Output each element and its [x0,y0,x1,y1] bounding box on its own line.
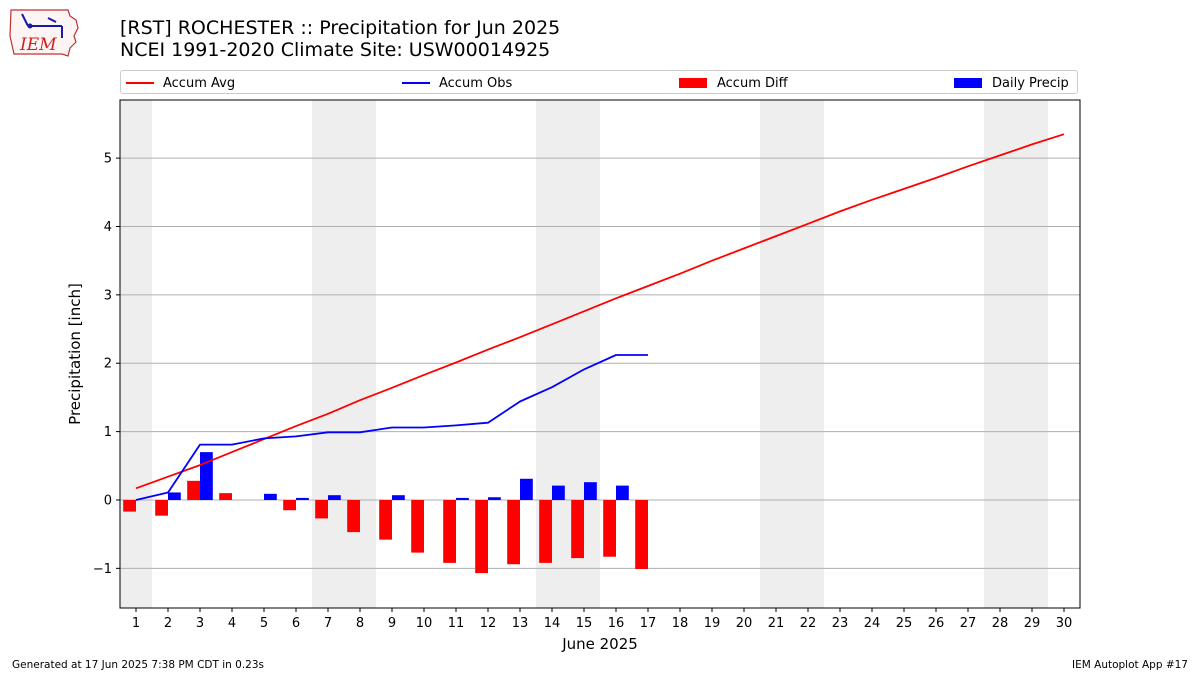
x-tick-label: 12 [480,616,497,631]
x-tick-label: 21 [768,616,785,631]
chart-legend: Accum Avg Accum Obs Accum Diff Daily Pre… [120,70,1078,94]
logo-text: IEM [19,35,57,55]
x-tick-label: 13 [512,616,529,631]
daily-precip-bar-16 [616,485,629,500]
weekend-band-29 [1016,100,1048,608]
iowa-outline-icon [9,9,79,57]
iem-logo: IEM [9,9,79,57]
x-tick-label: 26 [928,616,945,631]
x-tick-label: 25 [896,616,913,631]
daily-precip-bar-11 [456,497,469,500]
accum-diff-bar-9 [379,499,392,540]
accum-diff-bar-14 [539,499,552,563]
daily-precip-bar-5 [264,493,277,500]
legend-label-daily-precip: Daily Precip [992,75,1069,91]
y-tick-label: 3 [104,288,112,303]
daily-precip-bar-15 [584,482,597,500]
x-tick-label: 1 [132,616,140,631]
legend-swatch-accum-diff [679,78,707,88]
x-tick-label: 2 [164,616,172,631]
accum-diff-bar-3 [187,480,200,500]
accum-diff-bar-10 [411,499,424,553]
y-tick-label: 4 [104,220,112,235]
accum-diff-bar-13 [507,499,520,565]
daily-precip-bar-13 [520,478,533,500]
x-tick-label: 9 [388,616,396,631]
accum-diff-bar-4 [219,493,232,500]
accum-diff-bar-1 [123,499,136,512]
y-tick-label: 2 [104,357,112,372]
accum-diff-bar-12 [475,499,488,574]
x-tick-label: 20 [736,616,753,631]
weekend-band-22 [792,100,824,608]
x-tick-label: 16 [608,616,625,631]
x-tick-label: 7 [324,616,332,631]
accum-diff-bar-15 [571,499,584,559]
weekend-band-28 [984,100,1016,608]
x-tick-label: 27 [960,616,977,631]
x-tick-label: 11 [448,616,465,631]
legend-item-accum-diff: Accum Diff [679,74,788,92]
accum-obs-line [135,354,648,501]
x-tick-label: 24 [864,616,881,631]
app-credit: IEM Autoplot App #17 [1072,659,1188,671]
x-tick-label: 3 [196,616,204,631]
legend-item-daily-precip: Daily Precip [954,74,1069,92]
legend-item-accum-obs: Accum Obs [402,74,512,92]
plot-area [120,100,1080,608]
daily-precip-bar-14 [552,485,565,500]
accum-diff-bar-16 [603,499,616,557]
legend-swatch-daily-precip [954,78,982,88]
legend-label-accum-diff: Accum Diff [717,75,788,91]
legend-swatch-accum-obs [402,82,430,84]
accum-diff-bar-7 [315,499,328,519]
legend-label-accum-obs: Accum Obs [439,75,513,91]
x-tick-label: 29 [1024,616,1041,631]
y-tick-label: 5 [104,152,112,167]
y-axis-label: Precipitation [inch] [66,283,84,425]
daily-precip-bar-9 [392,495,405,500]
daily-precip-bar-12 [488,497,501,500]
daily-precip-bar-7 [328,495,341,500]
x-tick-label: 17 [640,616,657,631]
generated-timestamp: Generated at 17 Jun 2025 7:38 PM CDT in … [12,659,265,671]
accum-diff-bar-2 [155,499,168,516]
x-axis-label: June 2025 [561,635,638,653]
x-tick-label: 14 [544,616,561,631]
x-tick-label: 19 [704,616,721,631]
legend-swatch-accum-avg [126,82,154,84]
chart-subtitle: NCEI 1991-2020 Climate Site: USW00014925 [120,39,551,61]
accum-diff-bar-8 [347,499,360,533]
accum-avg-line [135,133,1065,490]
daily-precip-bar-6 [296,497,309,500]
y-tick-label: −1 [93,562,112,577]
x-tick-label: 18 [672,616,689,631]
x-tick-label: 28 [992,616,1009,631]
chart-title: [RST] ROCHESTER :: Precipitation for Jun… [120,17,561,39]
daily-precip-bar-2 [168,492,181,500]
x-tick-label: 4 [228,616,236,631]
plot-frame [119,99,1081,609]
weather-station-icon [21,13,63,38]
y-tick-label: 1 [104,425,112,440]
weekend-band-21 [760,100,792,608]
x-tick-label: 30 [1056,616,1073,631]
x-tick-label: 22 [800,616,817,631]
weekend-band-1 [120,100,152,608]
x-tick-label: 10 [416,616,433,631]
x-tick-label: 23 [832,616,849,631]
weekend-band-7 [312,100,344,608]
x-tick-label: 6 [292,616,300,631]
legend-label-accum-avg: Accum Avg [163,75,236,91]
x-tick-label: 15 [576,616,593,631]
daily-precip-bar-3 [200,452,213,500]
x-tick-label: 5 [260,616,268,631]
accum-diff-bar-11 [443,499,456,563]
legend-item-accum-avg: Accum Avg [126,74,235,92]
y-tick-label: 0 [104,493,112,508]
x-tick-label: 8 [356,616,364,631]
accum-diff-bar-17 [635,499,648,570]
accum-diff-bar-6 [283,499,296,511]
